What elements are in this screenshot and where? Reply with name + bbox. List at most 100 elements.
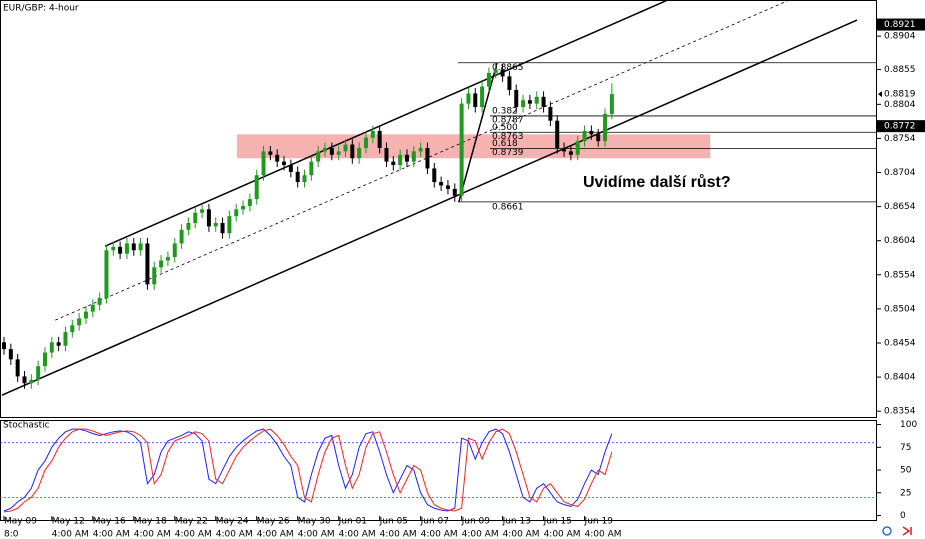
candle-body xyxy=(439,182,444,186)
price-marker-bg xyxy=(883,88,923,101)
x-tick-label: Jun 19 xyxy=(584,517,614,527)
x-tick-label: May 12 xyxy=(52,517,85,527)
candle-body xyxy=(357,147,362,159)
candle-body xyxy=(404,154,409,162)
x-tick-sublabel: 4:00 AM xyxy=(175,530,212,539)
y-tick-label: 0.8855 xyxy=(884,65,916,75)
x-tick-label: Jun 15 xyxy=(543,517,572,527)
y-tick-label: 0.8754 xyxy=(884,134,916,144)
y-tick-label: 0.8654 xyxy=(884,202,916,212)
candle-body xyxy=(398,154,403,166)
candle-body xyxy=(391,161,396,166)
fib-ratio: 0.618 xyxy=(492,139,518,149)
fib-ratio: 0.382 xyxy=(492,106,518,116)
indicator-line xyxy=(3,428,613,513)
x-tick-sublabel: 4:00 AM xyxy=(462,530,499,539)
x-tick-sublabel: 4:00 AM xyxy=(339,530,376,539)
candle-body xyxy=(83,311,88,319)
y-tick-label: 0.8904 xyxy=(884,32,916,42)
x-tick-sublabel: 4:00 AM xyxy=(503,530,540,539)
title-bg xyxy=(1,1,77,14)
candle-body xyxy=(500,69,505,77)
candle-body xyxy=(603,113,608,142)
y-tick-label: 75 xyxy=(900,443,911,453)
candle-body xyxy=(534,96,539,104)
candle-body xyxy=(49,342,54,353)
x-tick-sublabel: 4:00 AM xyxy=(421,530,458,539)
candle-body xyxy=(247,199,252,206)
candle-body xyxy=(261,151,266,176)
icon xyxy=(882,526,892,536)
candle-body xyxy=(459,103,464,196)
candle-body xyxy=(541,96,546,108)
candle-body xyxy=(90,304,95,312)
x-tick-label: May 26 xyxy=(257,517,290,527)
candle-body xyxy=(343,144,348,152)
x-tick-sublabel: 4:00 AM xyxy=(257,530,294,539)
price-marker-label: 0.8921 xyxy=(884,20,916,30)
candle-body xyxy=(596,134,601,142)
level-label: 0.8865 xyxy=(492,63,524,73)
candle-body xyxy=(425,147,430,169)
y-tick-label: 25 xyxy=(900,488,911,498)
candle-body xyxy=(589,130,594,135)
candle-body xyxy=(193,212,198,223)
candle-body xyxy=(473,93,478,108)
y-tick-label: 0.8454 xyxy=(884,338,916,348)
price-marker-box xyxy=(877,120,925,133)
x-tick-label: Jun 09 xyxy=(461,517,491,527)
y-tick-label: 0.8704 xyxy=(884,168,916,178)
x-tick-label: Jun 13 xyxy=(502,517,531,527)
x-tick-sublabel: 4:00 AM xyxy=(380,530,417,539)
y-tick-label: 0.8804 xyxy=(884,100,916,110)
candle-body xyxy=(466,93,471,104)
candle-body xyxy=(275,154,280,162)
candle-body xyxy=(329,147,334,155)
level-label: 0.8661 xyxy=(492,202,524,212)
candle-body xyxy=(582,130,587,142)
candle-body xyxy=(568,151,573,155)
x-tick-sublabel: 4:00 AM xyxy=(134,530,171,539)
y-tick-label: 0.8354 xyxy=(884,407,916,417)
candle-body xyxy=(562,147,567,152)
y-tick-label: 0.8404 xyxy=(884,373,916,383)
candle-body xyxy=(179,229,184,244)
price-marker-arrow xyxy=(878,91,882,98)
candle-body xyxy=(609,94,614,114)
candle-body xyxy=(295,171,300,183)
candle-body xyxy=(363,137,368,148)
candle-body xyxy=(111,246,116,251)
candle-body xyxy=(145,243,150,285)
candle-body xyxy=(124,243,129,254)
chart-title: EUR/GBP: 4-hour xyxy=(3,4,79,14)
x-tick-label: May 16 xyxy=(93,517,126,527)
candle-body xyxy=(70,325,75,333)
candle-body xyxy=(220,222,225,234)
fib-price: 0.8787 xyxy=(492,115,524,125)
main-panel-frame xyxy=(0,0,877,418)
x-tick-label: May 09 xyxy=(4,517,37,527)
overlay: 0.8904 0.8855 0.8804 0.8754 0.8704 0.8654 0.86… xyxy=(3,18,925,539)
trendline xyxy=(104,0,669,247)
x-tick-sublabel: 4:00 AM xyxy=(216,530,253,539)
candle-body xyxy=(172,243,177,258)
candle-body xyxy=(384,147,389,162)
x-tick-sublabel: 4:00 AM xyxy=(298,530,335,539)
candle-body xyxy=(200,209,205,213)
candle-body xyxy=(452,188,457,196)
candle-body xyxy=(22,376,27,384)
sub-plot xyxy=(0,428,877,513)
candle-body xyxy=(282,161,287,166)
candle-body xyxy=(268,151,273,155)
candle-body xyxy=(165,257,170,261)
x-tick-sublabel: 8:0 xyxy=(4,530,19,539)
candle-body xyxy=(309,161,314,176)
candle-body xyxy=(254,175,259,200)
candle-body xyxy=(227,216,232,234)
candle-body xyxy=(77,318,82,326)
candle-body xyxy=(302,175,307,183)
candle-body xyxy=(8,349,13,360)
candle-body xyxy=(350,144,355,159)
candle-body xyxy=(131,243,136,251)
